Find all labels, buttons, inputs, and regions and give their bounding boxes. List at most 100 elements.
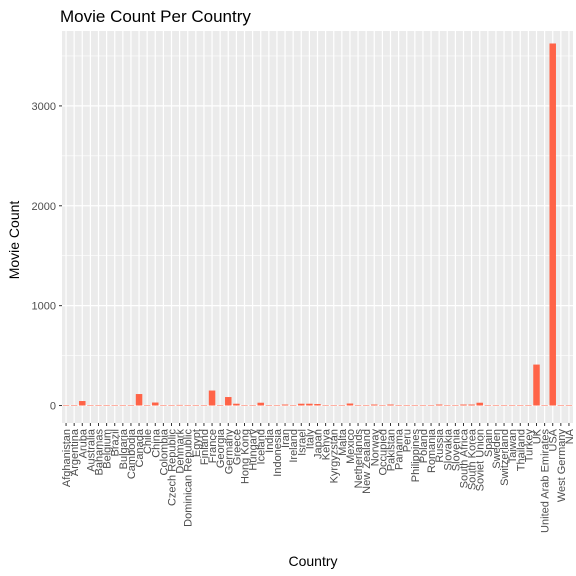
x-tick-label: West Germany: [556, 429, 568, 503]
bar: [541, 405, 548, 406]
bar: [70, 405, 78, 406]
x-tick-label: UK: [532, 428, 544, 444]
x-tick-label: Spain: [483, 429, 495, 457]
bar: [330, 405, 337, 406]
x-tick-label: Australia: [85, 428, 97, 472]
bar: [346, 403, 354, 406]
bar: [444, 405, 451, 406]
x-tick-label: India: [264, 428, 276, 453]
x-tick-label: NA: [564, 428, 576, 444]
bar: [298, 403, 305, 406]
x-tick-label: Turkey: [523, 429, 535, 463]
x-tick-label: South Africa: [459, 428, 471, 488]
x-tick-label: China: [150, 428, 162, 458]
bar: [565, 405, 573, 406]
bar: [549, 43, 556, 406]
x-tick-label: Netherlands: [353, 429, 365, 489]
bar: [249, 405, 256, 406]
bar: [184, 405, 191, 406]
x-tick-label: Chile: [142, 429, 154, 454]
bar: [273, 405, 281, 406]
bar: [135, 394, 143, 406]
bar: [452, 405, 459, 406]
bar: [362, 405, 370, 406]
bar: [281, 404, 289, 406]
x-tick-label: Soviet Union: [475, 429, 487, 491]
bar: [62, 405, 70, 406]
y-axis-title: Movie Count: [6, 201, 22, 280]
x-tick-label: Bahamas: [94, 429, 106, 476]
x-tick-label: Egypt: [191, 429, 203, 457]
x-tick-label: Aruba: [77, 428, 89, 458]
bar: [160, 405, 167, 406]
x-tick-label: Dominican Republic: [183, 429, 195, 527]
x-tick-label: Kyrgyzstan: [329, 429, 341, 483]
x-tick-label: Bulgaria: [118, 428, 130, 469]
bar: [525, 405, 532, 406]
bar: [419, 405, 427, 406]
bar: [87, 405, 94, 406]
x-tick-label: France: [207, 429, 219, 463]
bar: [322, 405, 329, 406]
bar: [233, 403, 240, 406]
bar: [476, 402, 483, 406]
x-tick-label: Brazil: [110, 429, 122, 457]
x-tick-label: Canada: [134, 428, 146, 467]
x-tick-label: Finland: [199, 429, 211, 465]
bar: [484, 405, 492, 406]
x-tick-label: Greece: [231, 429, 243, 465]
x-tick-label: Slovenia: [450, 428, 462, 471]
bar: [379, 405, 386, 406]
bar: [371, 404, 378, 406]
x-tick-label: Mexico: [345, 429, 357, 464]
bar: [225, 397, 232, 406]
bar: [241, 405, 248, 406]
bar: [427, 405, 435, 406]
bar: [517, 405, 524, 406]
bar: [119, 405, 127, 406]
x-tick-label: Peru: [402, 429, 414, 452]
x-tick-label: Italy: [304, 429, 316, 450]
x-axis-title: Country: [288, 553, 337, 569]
x-tick-label: Hungary: [248, 429, 260, 471]
x-tick-label: Occupied: [377, 429, 389, 475]
x-tick-label: Germany: [223, 429, 235, 475]
x-axis: AfghanistanArgentinaArubaAustraliaBahama…: [61, 423, 576, 533]
bar: [79, 401, 86, 406]
x-tick-label: Russia: [434, 428, 446, 463]
bar: [435, 404, 443, 406]
x-tick-label: Romania: [426, 428, 438, 473]
bar: [533, 364, 540, 406]
bar: [306, 403, 313, 406]
x-tick-label: Sweden: [491, 429, 503, 469]
y-axis: 0 1000 2000 3000: [32, 101, 62, 413]
y-tick-label: 1000: [32, 301, 56, 313]
bar: [387, 404, 394, 406]
bar: [103, 405, 110, 406]
bar: [492, 405, 500, 406]
x-tick-label: Israel: [296, 429, 308, 456]
bars-group: [62, 43, 573, 406]
y-tick-label: 0: [50, 401, 56, 413]
bar: [468, 404, 475, 406]
y-tick-label: 3000: [32, 101, 56, 113]
x-tick-label: Poland: [418, 429, 430, 463]
bar: [289, 405, 297, 406]
x-tick-label: Slovakia: [442, 428, 454, 470]
x-tick-label: Taiwan: [507, 429, 519, 463]
bar: [200, 405, 208, 406]
x-tick-label: Cambodia: [126, 428, 138, 479]
x-tick-label: South Korea: [467, 428, 479, 490]
x-tick-label: Hong Kong: [240, 429, 252, 484]
bar: [314, 404, 321, 406]
bar: [460, 404, 467, 406]
x-tick-label: Malta: [337, 428, 349, 456]
bar: [265, 405, 273, 406]
bar: [395, 405, 402, 406]
bar: [216, 405, 224, 406]
y-tick-label: 2000: [32, 201, 56, 213]
x-tick-label: Japan: [313, 429, 325, 459]
bar: [176, 404, 183, 406]
x-tick-label: Belgium: [102, 429, 114, 469]
